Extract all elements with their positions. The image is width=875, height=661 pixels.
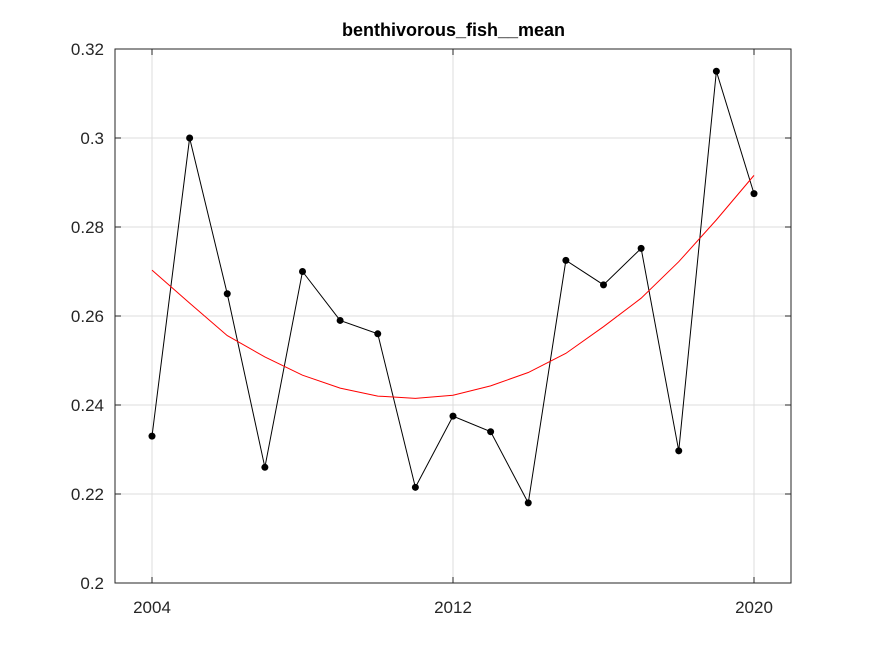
data-point-marker: [223, 290, 231, 298]
y-tick-label: 0.28: [71, 218, 104, 237]
data-point-marker: [562, 256, 570, 264]
y-tick-label: 0.22: [71, 485, 104, 504]
data-point-marker: [261, 463, 269, 471]
x-tick-label: 2004: [133, 598, 171, 617]
data-point-marker: [637, 244, 645, 252]
data-point-marker: [336, 316, 344, 324]
chart-title: benthivorous_fish__mean: [341, 20, 566, 40]
data-point-marker: [750, 190, 758, 198]
y-tick-label: 0.2: [80, 574, 104, 593]
y-tick-label: 0.24: [71, 396, 104, 415]
data-point-marker: [449, 412, 457, 420]
data-point-marker: [524, 499, 532, 507]
y-axis-tick-labels: 0.2 0.22 0.24 0.26 0.28 0.3 0.32: [71, 40, 104, 593]
y-tick-label: 0.26: [71, 307, 104, 326]
data-point-marker: [487, 428, 495, 436]
data-point-marker: [411, 483, 419, 491]
data-point-marker: [675, 447, 683, 455]
y-tick-label: 0.32: [71, 40, 104, 59]
data-point-marker: [299, 268, 306, 275]
x-tick-label: 2012: [434, 598, 472, 617]
data-point-marker: [374, 330, 382, 338]
axis-ticks: [115, 48, 791, 584]
x-tick-label: 2020: [735, 598, 773, 617]
data-point-marker: [186, 134, 194, 142]
series-layer: [148, 67, 758, 507]
grid-lines: [115, 48, 791, 584]
fit-line: [151, 175, 755, 399]
x-axis-tick-labels: 2004 2012 2020: [133, 598, 773, 617]
data-point-marker: [148, 432, 156, 440]
data-point-marker: [600, 281, 607, 289]
data-point-marker: [712, 67, 720, 75]
y-tick-label: 0.3: [80, 129, 104, 148]
